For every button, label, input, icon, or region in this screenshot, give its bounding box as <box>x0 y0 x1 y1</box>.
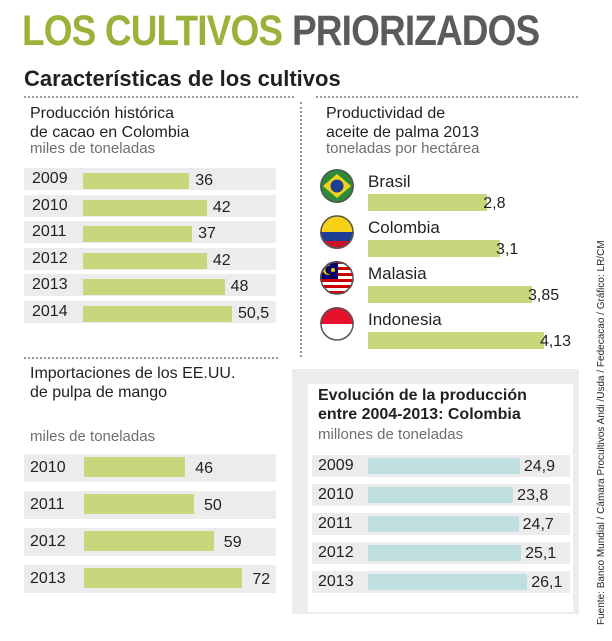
cacao-value-label: 42 <box>212 198 231 216</box>
mango-chart-title: Importaciones de los EE.UU. de pulpa de … <box>30 364 235 402</box>
mango-category-label: 2013 <box>30 570 66 587</box>
palma-value-label: 4,13 <box>539 333 572 350</box>
mango-value-label: 59 <box>223 534 242 551</box>
cacao-bar <box>83 173 190 189</box>
mango-bar <box>84 568 243 588</box>
cacao-value-label: 36 <box>195 172 213 189</box>
cacao-value-label: 37 <box>198 225 216 242</box>
evolution-category-label: 2011 <box>318 515 353 532</box>
evolution-value-label: 24,9 <box>523 458 556 475</box>
title-part1: LOS CULTIVOS <box>22 7 283 55</box>
evolution-title-line1: Evolución de la producción <box>318 387 527 404</box>
evolution-value-label: 24,7 <box>522 516 554 533</box>
separator-middle <box>24 357 278 359</box>
palma-country-label: Brasil <box>368 172 411 191</box>
palma-bar <box>368 286 532 303</box>
cacao-category-label: 2009 <box>32 170 68 187</box>
cacao-bar <box>83 252 207 269</box>
palma-country-label: Malasia <box>368 264 427 283</box>
evolution-chart-title: Evolución de la producción entre 2004-20… <box>318 386 527 424</box>
subtitle: Características de los cultivos <box>24 66 341 91</box>
palma-country-label: Indonesia <box>368 310 442 329</box>
mango-category-label: 2011 <box>30 496 65 513</box>
palma-chart-unit: toneladas por hectárea <box>326 140 480 157</box>
palma-value-label: 3,85 <box>528 287 560 304</box>
palma-title-line2: aceite de palma 2013 <box>326 124 479 141</box>
palma-bar <box>368 240 501 257</box>
palma-bar <box>368 194 488 211</box>
mango-category-label: 2010 <box>30 459 66 476</box>
separator-vertical <box>300 102 302 357</box>
mango-bar <box>84 531 214 551</box>
mango-value-label: 50 <box>204 497 222 514</box>
separator-top-left <box>24 96 294 98</box>
cacao-bar <box>83 199 207 216</box>
palma-value-label: 2,8 <box>483 195 506 212</box>
source-note: Fuente: Banco Mundial / Cámara Procultiv… <box>596 240 607 625</box>
evolution-title-line2: entre 2004-2013: Colombia <box>318 406 521 423</box>
evolution-bar <box>368 458 520 474</box>
palma-value-label: 3,1 <box>496 241 519 258</box>
evolution-category-label: 2013 <box>318 573 354 590</box>
evolution-bar <box>368 516 519 532</box>
cacao-bar <box>83 305 232 322</box>
cacao-category-label: 2010 <box>32 196 68 214</box>
evolution-value-label: 25,1 <box>525 545 557 562</box>
cacao-bar <box>83 226 193 242</box>
mango-category-label: 2012 <box>30 533 66 550</box>
mango-bar <box>84 494 194 514</box>
cacao-title-line1: Producción histórica <box>30 105 175 122</box>
evolution-chart-unit: millones de toneladas <box>318 426 464 443</box>
title-part2: PRIORIZADOS <box>292 7 540 55</box>
cacao-title-line2: de cacao en Colombia <box>30 124 190 141</box>
palma-country-label: Colombia <box>368 218 440 237</box>
cacao-category-label: 2013 <box>32 276 68 293</box>
evolution-value-label: 23,8 <box>517 487 549 504</box>
evolution-value-label: 26,1 <box>531 574 563 591</box>
palma-title-line1: Productividad de <box>326 105 446 122</box>
mango-title-line1: Importaciones de los EE.UU. <box>30 365 236 382</box>
cacao-value-label: 50,5 <box>237 304 270 322</box>
palma-chart-title: Productividad de aceite de palma 2013 <box>326 104 479 142</box>
separator-top-right <box>316 96 578 98</box>
cacao-category-label: 2011 <box>32 223 67 240</box>
mango-value-label: 72 <box>252 571 271 588</box>
cacao-value-label: 42 <box>212 251 231 269</box>
mango-value-label: 46 <box>195 460 213 477</box>
evolution-bar <box>368 574 528 590</box>
palma-bar <box>368 332 544 349</box>
brazil-flag-icon <box>320 169 354 203</box>
evolution-category-label: 2012 <box>318 544 354 561</box>
mango-title-line2: de pulpa de mango <box>30 384 167 401</box>
cacao-category-label: 2012 <box>32 249 68 267</box>
evolution-category-label: 2009 <box>318 457 354 474</box>
cacao-chart-unit: miles de toneladas <box>30 140 156 157</box>
malaysia-flag-icon <box>320 261 354 295</box>
evolution-bar <box>368 545 522 561</box>
cacao-category-label: 2014 <box>32 302 68 320</box>
mango-chart-unit: miles de toneladas <box>30 428 156 445</box>
cacao-bar <box>83 279 225 295</box>
evolution-category-label: 2010 <box>318 486 354 503</box>
cacao-value-label: 48 <box>230 278 249 295</box>
indonesia-flag-icon <box>320 307 354 341</box>
evolution-bar <box>368 487 514 503</box>
colombia-flag-icon <box>320 215 354 249</box>
cacao-chart-title: Producción histórica de cacao en Colombi… <box>30 104 189 142</box>
mango-bar <box>84 457 186 477</box>
